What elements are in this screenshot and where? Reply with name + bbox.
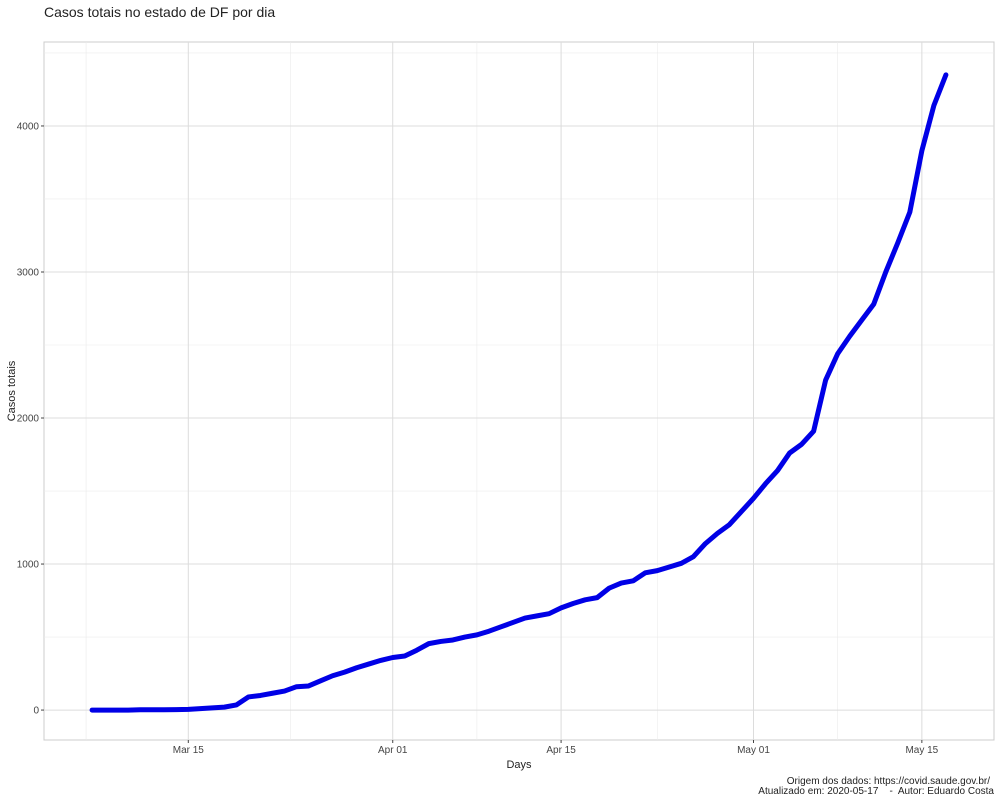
x-tick-label: Apr 01 (378, 745, 408, 756)
caption: Origem dos dados: https://covid.saude.go… (787, 776, 990, 787)
y-tick-label: 3000 (17, 267, 40, 278)
x-tick-label: Apr 15 (546, 745, 576, 756)
x-axis-label: Days (506, 759, 532, 771)
y-tick-label: 0 (33, 706, 39, 717)
y-tick-label: 2000 (17, 414, 40, 425)
y-tick-label: 1000 (17, 560, 40, 571)
caption: Atualizado em: 2020-05-17 - Autor: Eduar… (758, 786, 994, 797)
x-tick-label: May 15 (905, 745, 938, 756)
x-tick-label: May 01 (737, 745, 770, 756)
y-tick-label: 4000 (17, 121, 40, 132)
plot-panel (43, 41, 995, 741)
line-series (89, 72, 949, 713)
y-axis-label: Casos totais (6, 360, 18, 421)
x-tick-label: Mar 15 (173, 745, 205, 756)
chart-title: Casos totais no estado de DF por dia (44, 4, 275, 20)
